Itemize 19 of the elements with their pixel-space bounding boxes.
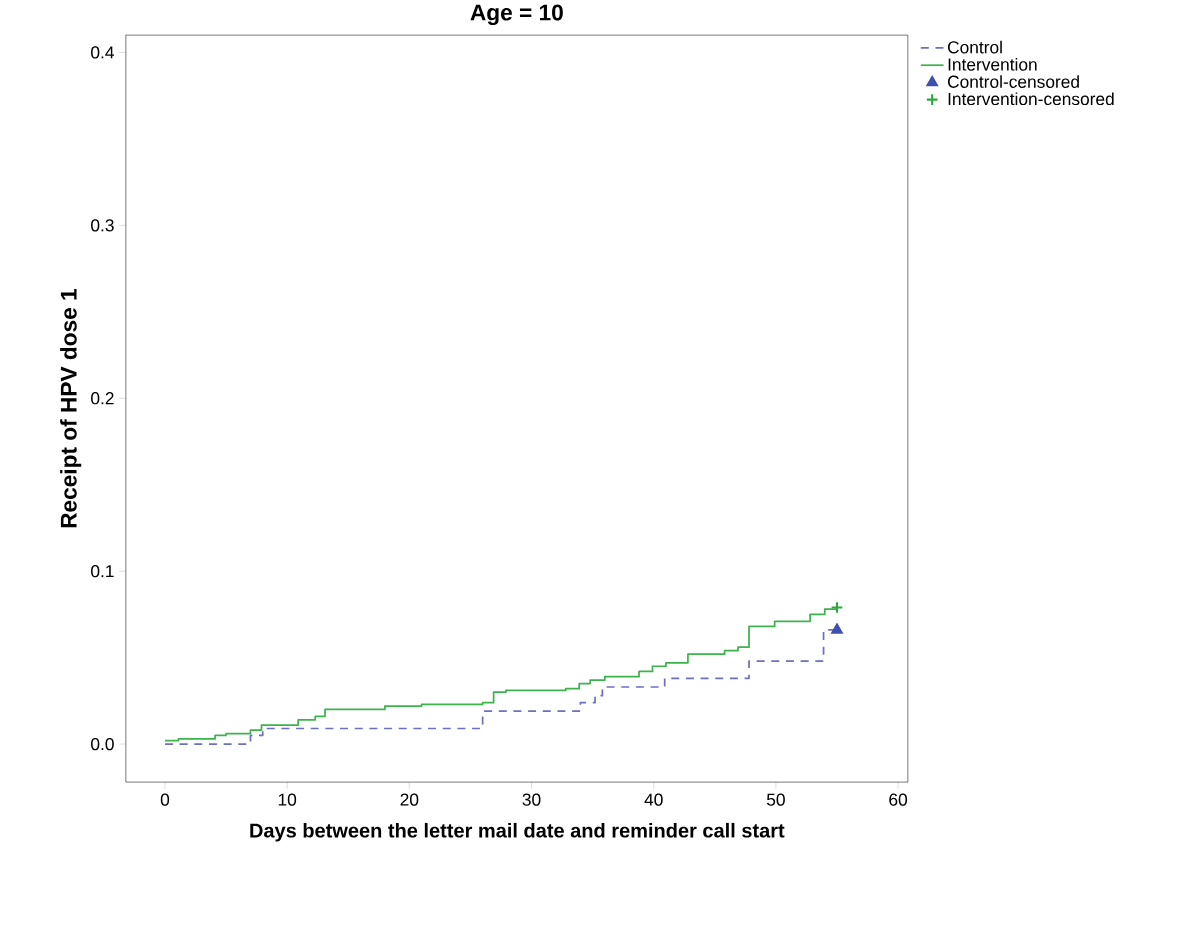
y-axis-title: Receipt of HPV dose 1 (60, 288, 82, 528)
legend-label: Control (947, 40, 1002, 54)
x-tick-label: 40 (644, 793, 663, 806)
legend-label: Intervention (948, 57, 1037, 71)
legend-label: Control-censored (947, 75, 1079, 88)
y-tick-label: 0.3 (91, 219, 114, 232)
x-tick-label: 0 (160, 793, 170, 806)
legend-label: Intervention-censored (948, 92, 1114, 106)
x-tick-label: 50 (766, 793, 785, 806)
y-tick-label: 0.2 (91, 392, 114, 405)
y-tick-label: 0.1 (91, 565, 114, 578)
x-tick-label: 60 (889, 793, 908, 806)
y-tick-label: 0.0 (91, 737, 114, 751)
y-tick-label: 0.4 (91, 46, 114, 59)
x-tick-label: 20 (400, 793, 419, 806)
x-axis-title: Days between the letter mail date and reminder call start (250, 822, 785, 842)
chart-title: Age = 10 (470, 4, 563, 26)
x-tick-label: 30 (522, 793, 541, 806)
x-tick-label: 10 (278, 793, 297, 806)
